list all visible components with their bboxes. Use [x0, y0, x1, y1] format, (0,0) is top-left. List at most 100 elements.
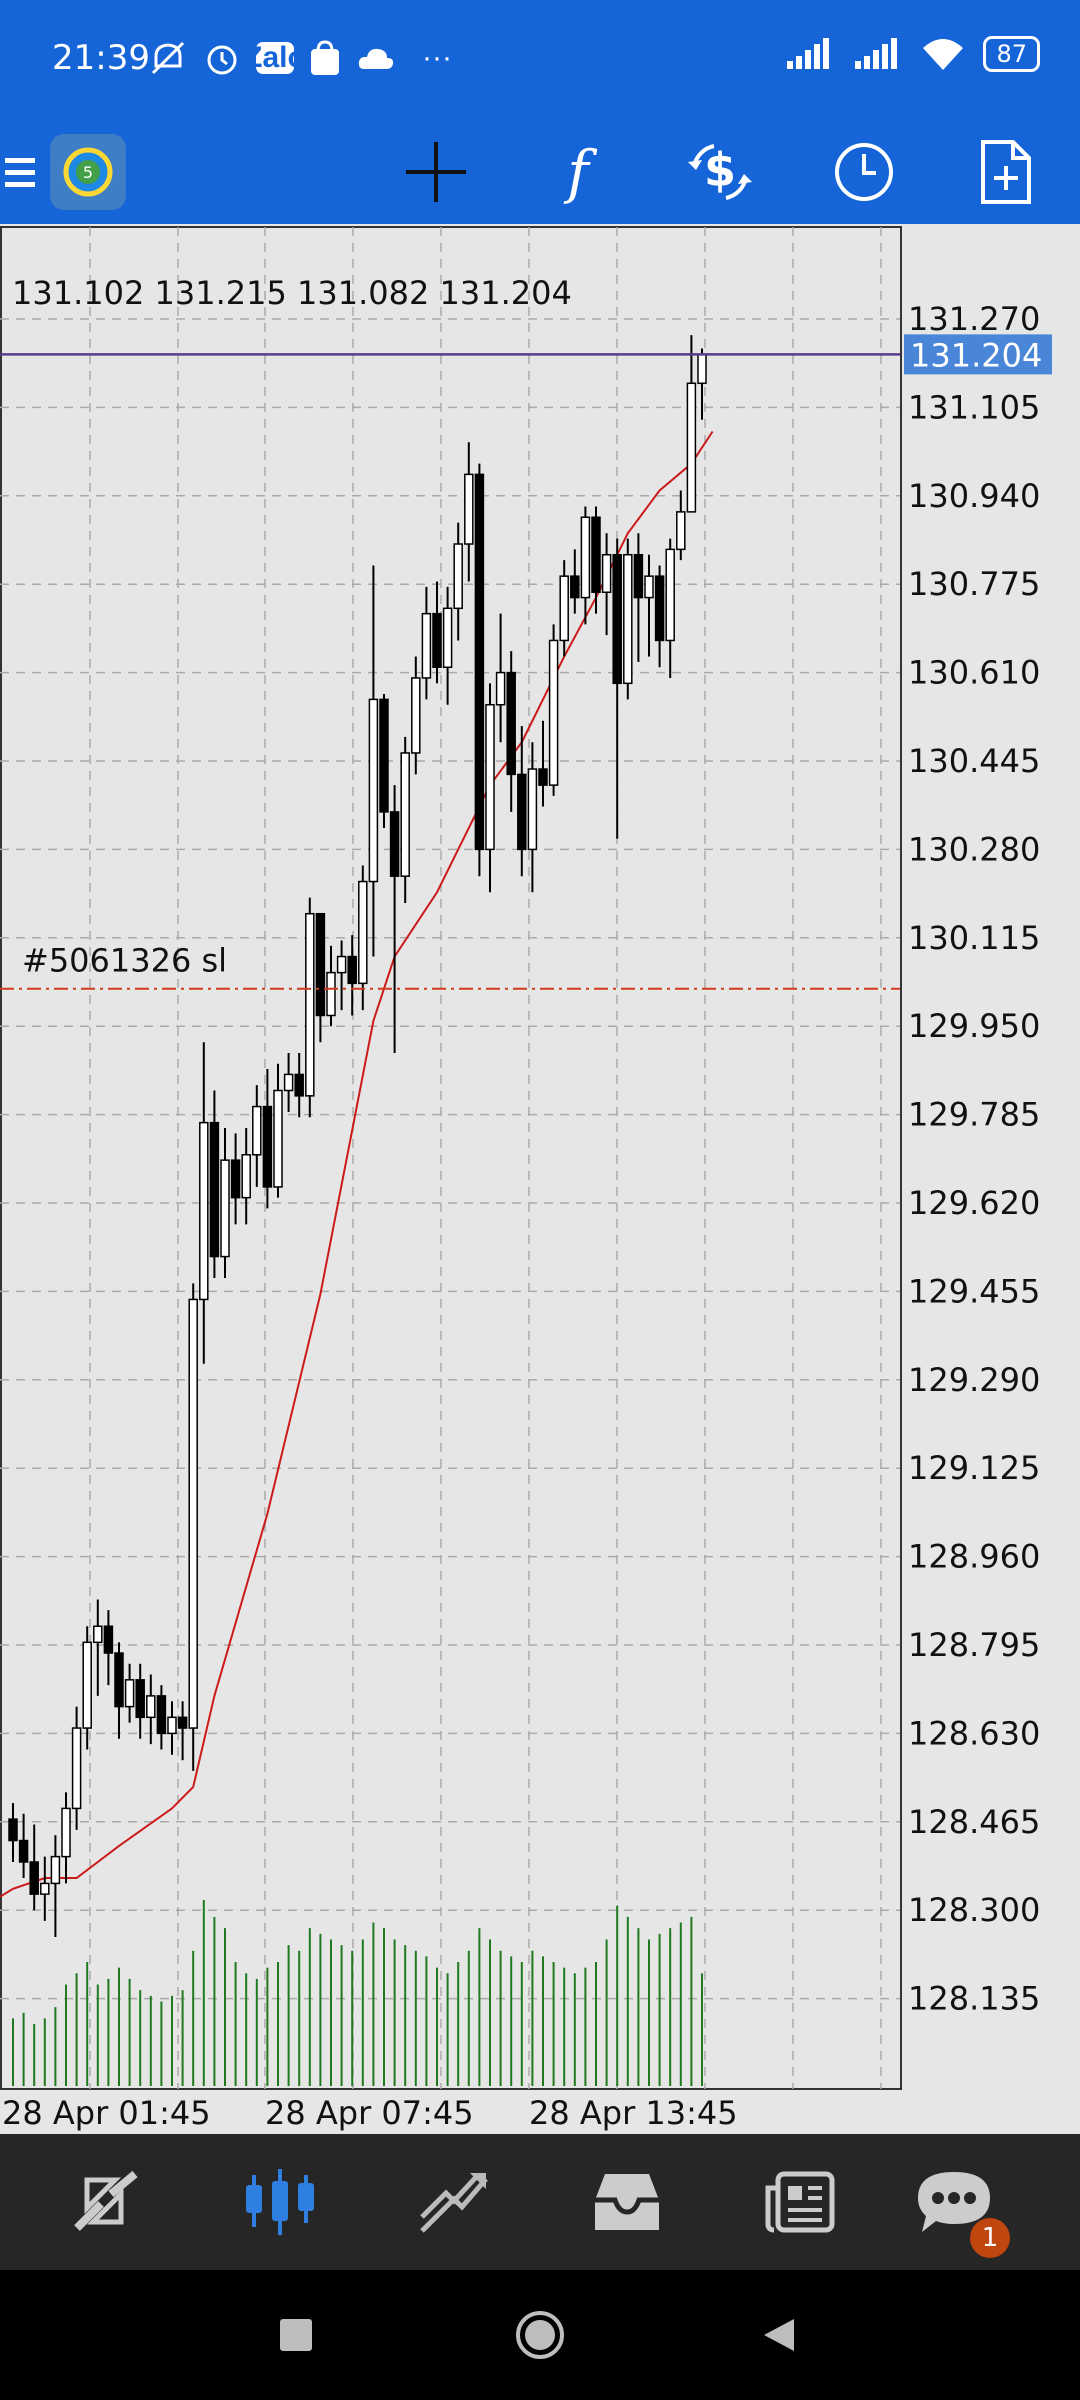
svg-text:$: $: [704, 143, 736, 197]
timeframe-icon[interactable]: [824, 120, 904, 224]
x-tick-label: 28 Apr 07:45: [265, 2094, 474, 2132]
candle: [82, 1626, 92, 1750]
trade-nav-icon[interactable]: [394, 2134, 514, 2270]
trade-icon[interactable]: $: [680, 120, 760, 224]
candle: [591, 506, 601, 614]
candle: [241, 1127, 251, 1225]
y-tick-label: 129.290: [908, 1361, 1040, 1399]
candle: [389, 785, 400, 1053]
candle: [146, 1674, 156, 1745]
candle: [220, 1127, 230, 1279]
candle: [156, 1685, 167, 1750]
candle: [252, 1085, 262, 1187]
mute-icon: [151, 41, 185, 75]
candle: [230, 1133, 241, 1225]
crosshair-icon[interactable]: [396, 120, 476, 224]
candle: [124, 1663, 135, 1723]
status-bar: 21:39 Zalo ··· 87: [0, 0, 1080, 120]
candle: [517, 726, 527, 877]
candle: [612, 538, 622, 839]
candle: [29, 1824, 39, 1911]
y-tick-label: 131.105: [908, 388, 1040, 426]
chat-icon[interactable]: 1: [894, 2134, 1014, 2270]
svg-text:5: 5: [83, 163, 93, 182]
candle: [453, 522, 463, 641]
y-tick-label: 129.620: [908, 1184, 1040, 1222]
candle: [644, 554, 654, 657]
history-icon[interactable]: [567, 2134, 687, 2270]
candle: [580, 506, 591, 625]
recents-icon[interactable]: [256, 2270, 336, 2400]
shopee-icon: [311, 40, 339, 75]
candle: [527, 742, 538, 893]
candle: [347, 935, 357, 1016]
status-time: 21:39: [52, 38, 150, 78]
x-tick-label: 28 Apr 01:45: [2, 2094, 211, 2132]
candle: [315, 912, 326, 1043]
svg-text:131.204: 131.204: [910, 336, 1042, 374]
candle: [273, 1063, 283, 1198]
candle: [421, 586, 432, 700]
news-icon[interactable]: [740, 2134, 860, 2270]
candle: [442, 586, 453, 705]
back-icon[interactable]: [740, 2270, 820, 2400]
wifi-icon: [923, 39, 964, 70]
chart-area[interactable]: 131.102 131.215 131.082 131.204 #5061326 …: [0, 224, 1080, 2134]
indicators-icon[interactable]: f: [567, 138, 589, 206]
y-tick-label: 128.960: [908, 1538, 1040, 1576]
candle: [474, 463, 485, 877]
y-tick-label: 130.775: [908, 565, 1040, 603]
y-tick-label: 130.445: [908, 742, 1040, 780]
candle: [50, 1835, 61, 1937]
candle: [103, 1610, 114, 1686]
candle: [633, 533, 644, 662]
zalo-label: Zalo: [244, 41, 306, 74]
menu-icon[interactable]: [0, 120, 40, 224]
app-logo[interactable]: 5: [46, 120, 130, 224]
candle: [167, 1701, 177, 1755]
candle: [464, 442, 474, 582]
y-tick-label: 129.950: [908, 1007, 1040, 1045]
y-tick-label: 129.125: [908, 1449, 1040, 1487]
quotes-icon[interactable]: [46, 2134, 166, 2270]
y-tick-label: 130.280: [908, 830, 1040, 868]
x-tick-label: 28 Apr 13:45: [529, 2094, 738, 2132]
candle: [623, 538, 633, 700]
candle: [485, 683, 495, 893]
price-chart[interactable]: 131.102 131.215 131.082 131.204 #5061326 …: [0, 224, 1080, 2134]
candle: [326, 945, 336, 1027]
y-tick-label: 128.465: [908, 1803, 1040, 1841]
y-tick-label: 130.115: [908, 919, 1040, 957]
chat-badge: 1: [970, 2218, 1010, 2258]
candle: [283, 1052, 294, 1112]
y-tick-label: 130.610: [908, 654, 1040, 692]
home-icon[interactable]: [500, 2270, 580, 2400]
candle: [114, 1642, 124, 1739]
chart-icon[interactable]: [220, 2134, 340, 2270]
candle: [411, 656, 421, 775]
candle: [686, 335, 697, 513]
candle: [379, 694, 389, 828]
y-tick-label: 131.270: [908, 300, 1040, 338]
candle: [199, 1042, 209, 1364]
y-tick-label: 129.455: [908, 1272, 1040, 1310]
status-icons: Zalo ···: [148, 38, 452, 78]
candle: [432, 581, 442, 684]
current-price-tag: 131.204: [904, 334, 1052, 375]
candle: [262, 1069, 273, 1209]
y-tick-label: 129.785: [908, 1096, 1040, 1134]
candle: [570, 549, 580, 614]
new-order-icon[interactable]: [966, 120, 1046, 224]
battery-indicator: 87: [983, 36, 1040, 72]
candle: [209, 1090, 220, 1279]
cloud-icon: [358, 48, 394, 69]
y-tick-label: 128.795: [908, 1626, 1040, 1664]
candle: [305, 897, 315, 1118]
candle: [188, 1283, 198, 1771]
candle: [40, 1856, 50, 1921]
candle: [93, 1599, 103, 1696]
order-line-label: #5061326 sl: [22, 942, 227, 980]
zalo-icon: Zalo: [244, 41, 306, 74]
ohlc-readout: 131.102 131.215 131.082 131.204: [12, 274, 572, 312]
candle: [294, 1052, 304, 1118]
